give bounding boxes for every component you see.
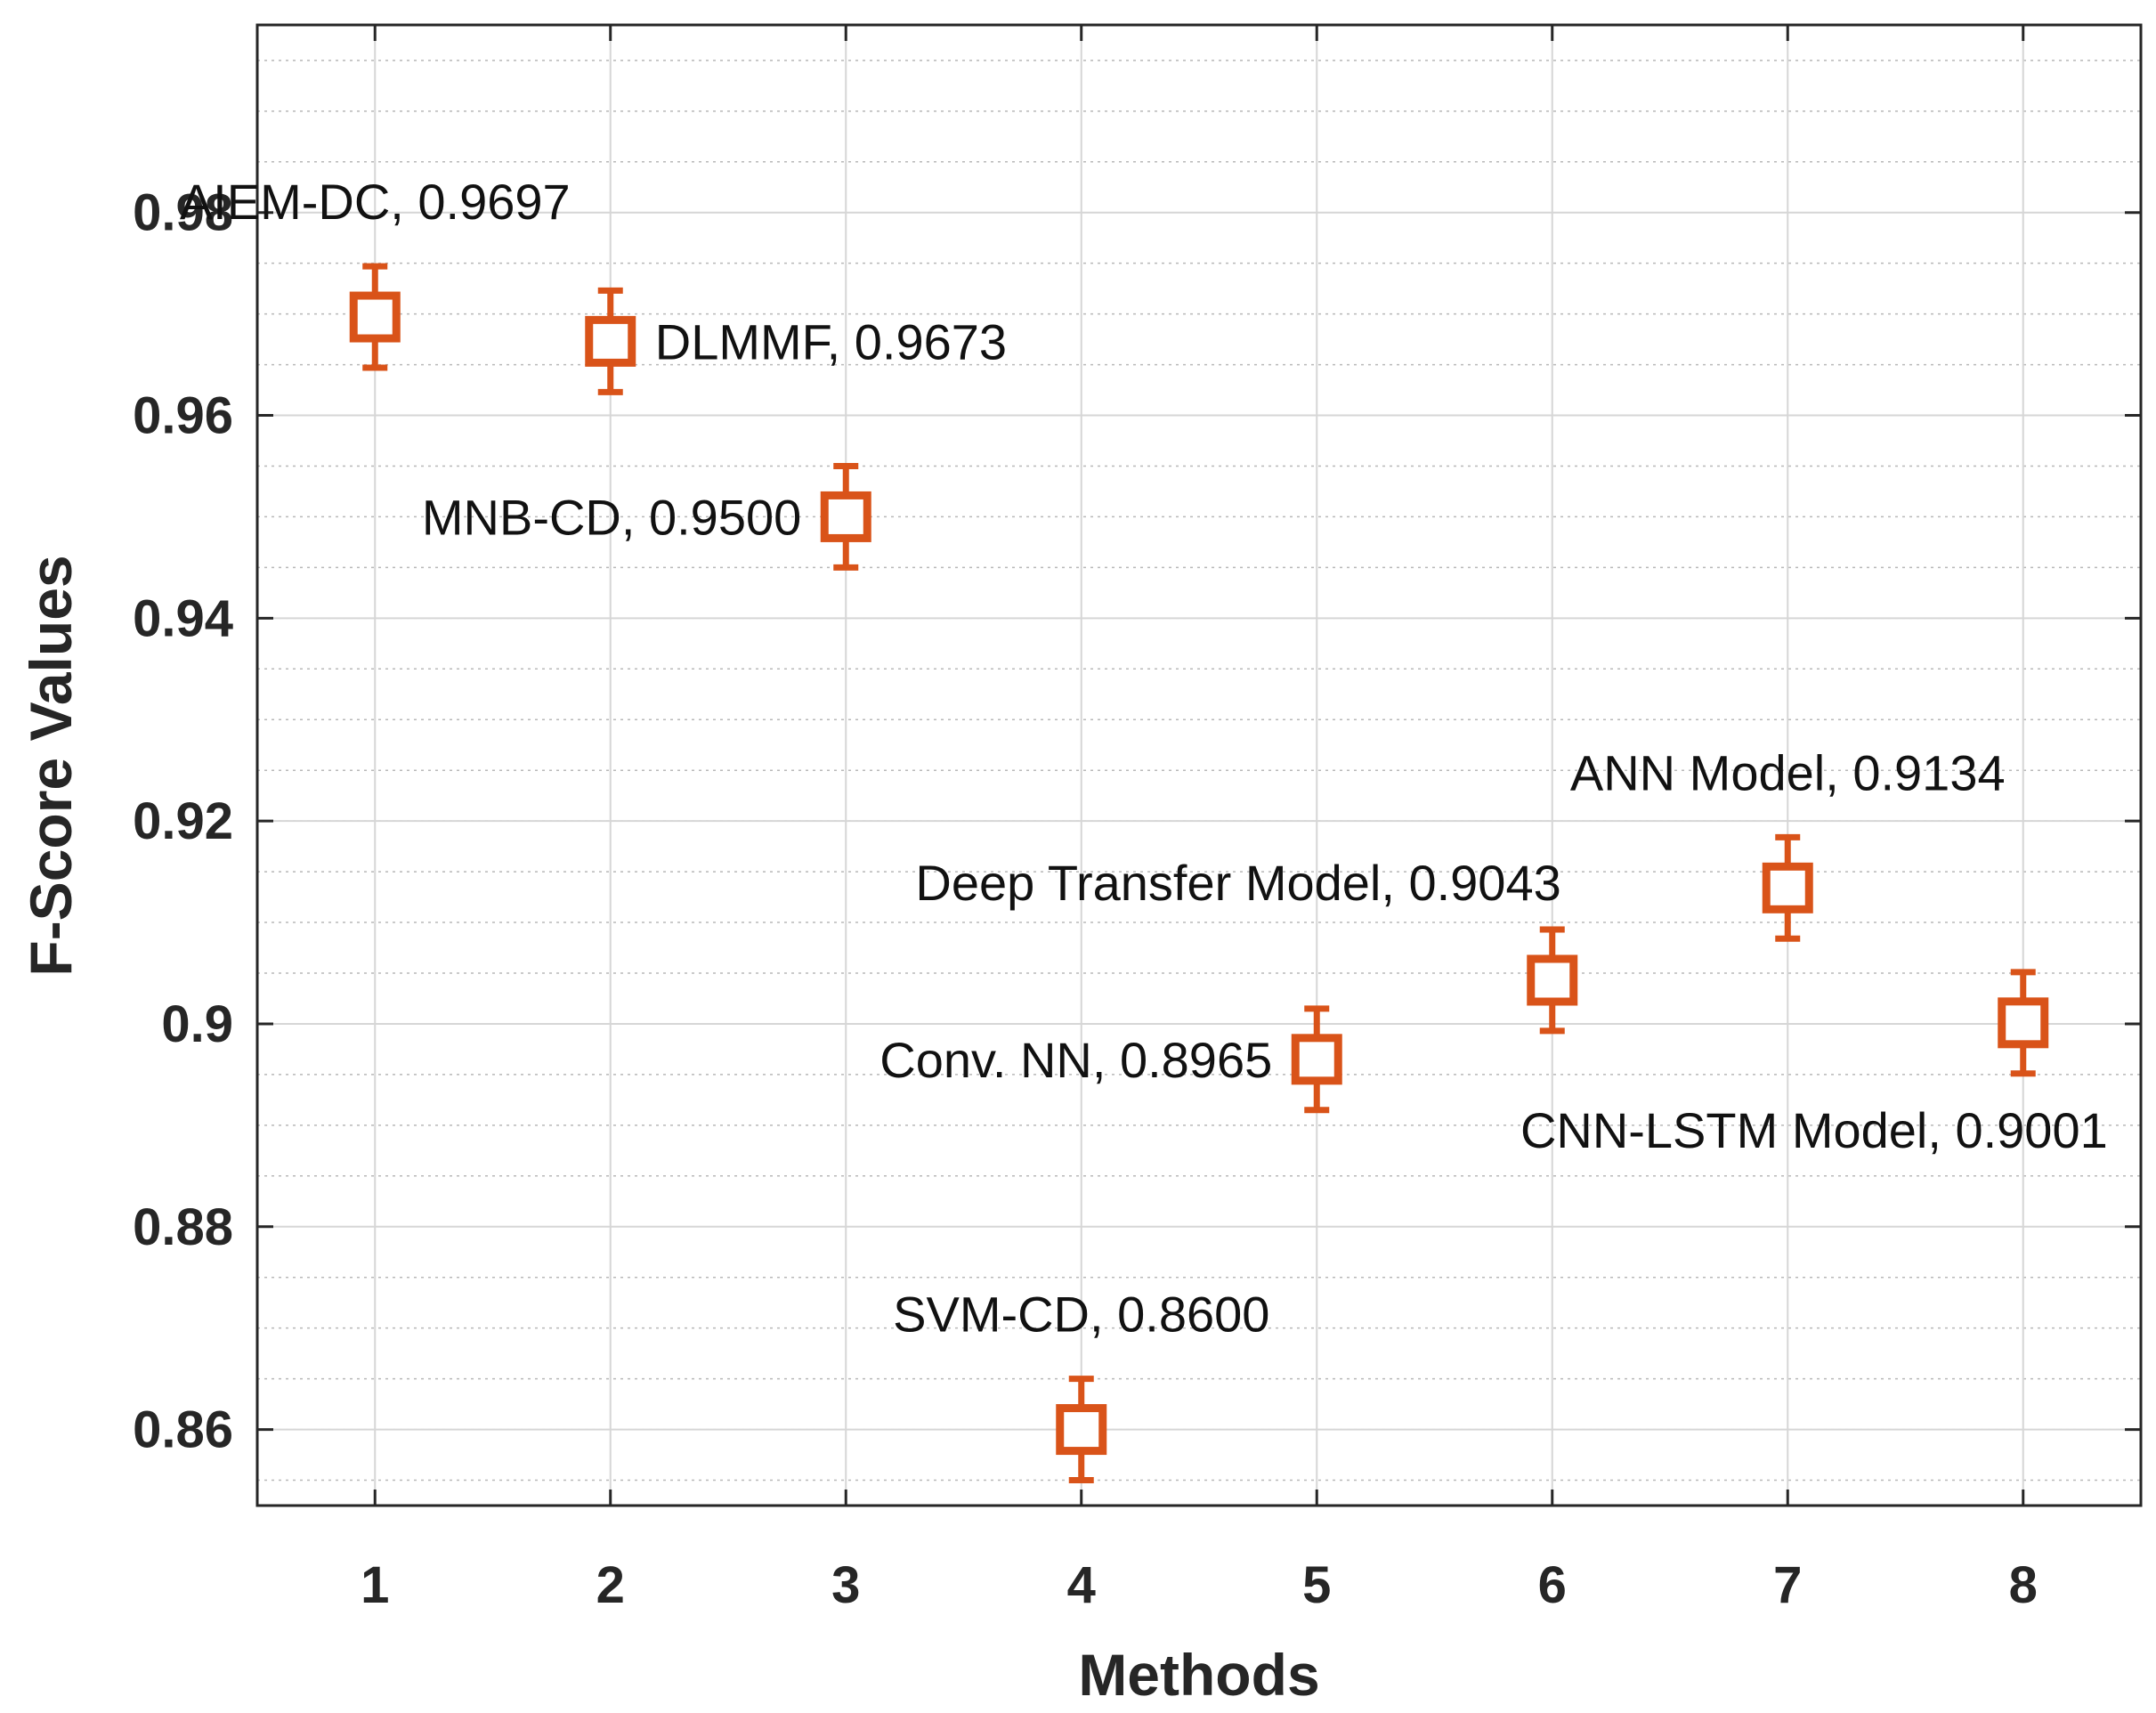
- data-point: [585, 287, 636, 395]
- x-tick-label: 7: [1773, 1556, 1802, 1614]
- x-tick-label: 3: [831, 1556, 860, 1614]
- y-tick-label: 0.94: [133, 589, 233, 647]
- x-tick-label: 4: [1067, 1556, 1096, 1614]
- data-label: Conv. NN, 0.8965: [879, 1032, 1272, 1088]
- plot-frame: [255, 23, 2143, 1507]
- plot-area: [255, 23, 2143, 1507]
- data-point: [1998, 969, 2049, 1077]
- y-tick-label: 0.86: [133, 1401, 233, 1459]
- data-point: [1291, 1005, 1342, 1114]
- data-markers: [349, 263, 2049, 1484]
- data-label: SVM-CD, 0.8600: [893, 1287, 1269, 1343]
- square-marker: [585, 315, 636, 367]
- x-tick-label: 5: [1302, 1556, 1331, 1614]
- data-label: CNN-LSTM Model, 0.9001: [1520, 1102, 2108, 1158]
- data-label: ANN Model, 0.9134: [1570, 744, 2006, 800]
- data-point: [820, 462, 871, 571]
- x-tick-label: 2: [596, 1556, 625, 1614]
- data-point: [1762, 833, 1813, 942]
- x-tick-label: 8: [2009, 1556, 2038, 1614]
- data-label: Deep Transfer Model, 0.9043: [915, 855, 1560, 911]
- y-tick-label: 0.9: [161, 995, 233, 1053]
- data-labels: AIEM-DC, 0.9697 DLMMF, 0.9673 MNB-CD, 0.95…: [180, 174, 2108, 1343]
- square-marker: [1998, 997, 2049, 1049]
- square-marker: [1527, 954, 1578, 1006]
- y-tick-label: 0.98: [133, 184, 233, 242]
- plot-background: [257, 25, 2141, 1506]
- y-axis-label: F-Score Values: [18, 555, 84, 976]
- y-tick-label: 0.92: [133, 792, 233, 850]
- data-label: MNB-CD, 0.9500: [422, 489, 801, 545]
- data-point: [1527, 926, 1578, 1035]
- x-tick-label: 1: [361, 1556, 389, 1614]
- y-tick-labels: 0.86 0.88 0.9 0.92 0.94 0.96 0.98: [133, 184, 233, 1459]
- x-tick-label: 6: [1538, 1556, 1567, 1614]
- square-marker: [1056, 1404, 1107, 1456]
- square-marker: [1762, 862, 1813, 913]
- data-label: AIEM-DC, 0.9697: [180, 174, 571, 230]
- data-label: DLMMF, 0.9673: [655, 313, 1007, 369]
- y-tick-label: 0.96: [133, 387, 233, 445]
- square-marker: [820, 491, 871, 542]
- data-point: [349, 263, 401, 371]
- y-tick-label: 0.88: [133, 1198, 233, 1256]
- x-tick-labels: 1 2 3 4 5 6 7 8: [361, 1556, 2038, 1614]
- x-axis-label: Methods: [1078, 1642, 1319, 1708]
- square-marker: [1291, 1034, 1342, 1085]
- data-point: [1056, 1376, 1107, 1484]
- major-grid: [257, 25, 2141, 1506]
- square-marker: [349, 291, 401, 343]
